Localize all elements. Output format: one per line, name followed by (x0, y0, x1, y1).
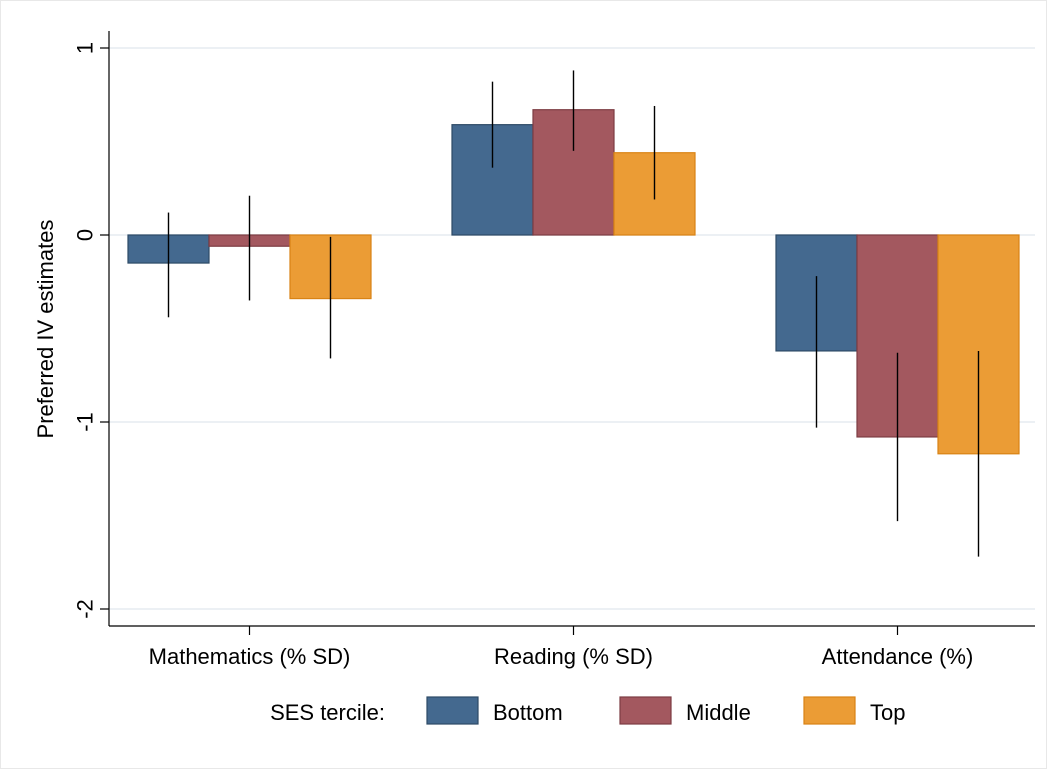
error-bars (167, 70, 980, 557)
legend-title: SES tercile: (270, 700, 385, 725)
bars (127, 109, 1020, 455)
y-axis-title: Preferred IV estimates (33, 220, 58, 439)
y-tick-label: -2 (73, 599, 98, 619)
legend: SES tercile: Bottom Middle Top (270, 696, 905, 725)
axes: 1 0 -1 -2 Mathematics (% SD) Reading (% SD) At… (73, 31, 1035, 669)
y-tick-label: 1 (73, 42, 98, 54)
y-tick-label: 0 (73, 229, 98, 241)
legend-label-middle: Middle (686, 700, 751, 725)
y-tick-label: -1 (73, 412, 98, 432)
legend-label-top: Top (870, 700, 905, 725)
x-tick-label: Attendance (%) (822, 644, 974, 669)
legend-label-bottom: Bottom (493, 700, 563, 725)
bar-middle (532, 109, 615, 236)
legend-swatch-bottom (426, 696, 479, 725)
legend-swatch-top (803, 696, 856, 725)
x-tick-label: Mathematics (% SD) (149, 644, 351, 669)
legend-swatch-middle (619, 696, 672, 725)
x-tick-label: Reading (% SD) (494, 644, 653, 669)
